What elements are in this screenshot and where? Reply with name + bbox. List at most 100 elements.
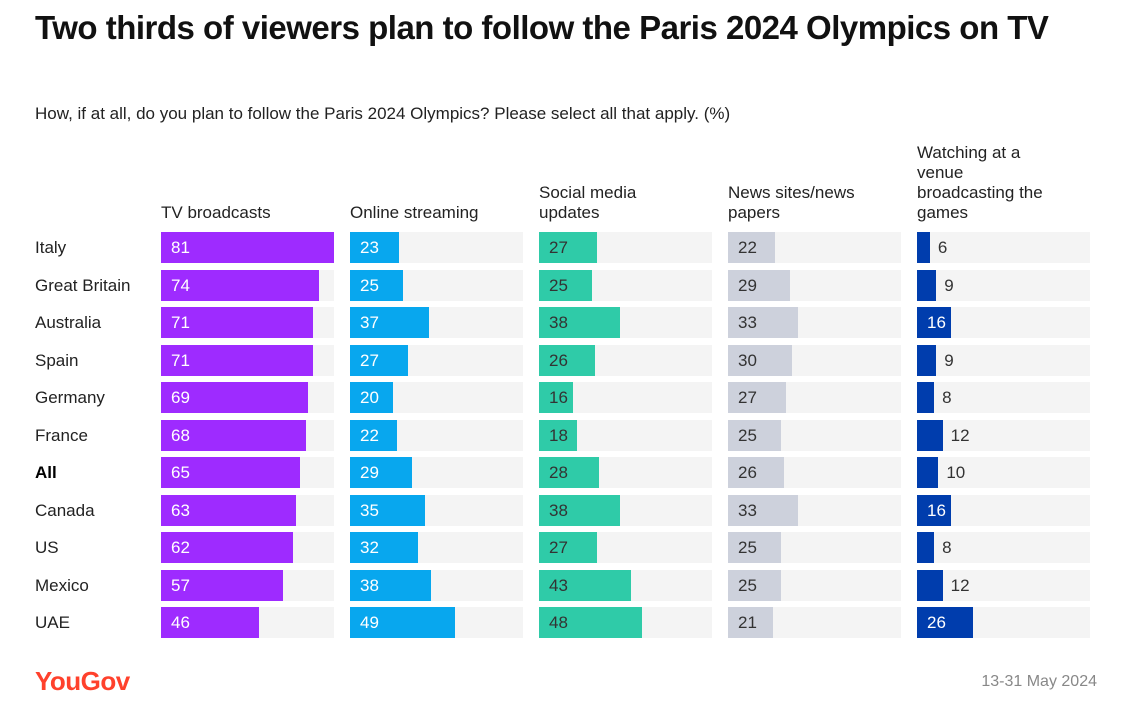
data-label: 28 bbox=[549, 463, 568, 482]
data-label: 33 bbox=[738, 500, 757, 520]
bar bbox=[917, 382, 935, 413]
data-label: 46 bbox=[171, 613, 190, 632]
yougov-logo: YouGov bbox=[35, 666, 130, 696]
data-label: 16 bbox=[927, 500, 946, 520]
row-label: France bbox=[35, 425, 88, 445]
data-label: 25 bbox=[738, 425, 757, 445]
bar-track: 38 bbox=[539, 494, 712, 526]
data-label: 26 bbox=[738, 463, 757, 482]
data-label: 74 bbox=[171, 275, 190, 295]
data-label: 27 bbox=[549, 238, 568, 257]
data-label: 32 bbox=[360, 538, 379, 557]
bar bbox=[728, 494, 799, 526]
bar-track: 46 bbox=[161, 607, 334, 638]
bar-track: 29 bbox=[350, 457, 523, 488]
bar-track: 33 bbox=[728, 307, 901, 338]
bar bbox=[917, 494, 952, 526]
row-label: Spain bbox=[35, 350, 79, 370]
bar bbox=[161, 232, 334, 263]
bar bbox=[161, 382, 309, 413]
data-label: 12 bbox=[950, 425, 970, 445]
data-label: 69 bbox=[171, 388, 190, 407]
bar-track: 25 bbox=[350, 269, 523, 301]
bar bbox=[539, 569, 631, 601]
bar bbox=[161, 532, 294, 563]
data-label: 8 bbox=[942, 388, 952, 407]
bar bbox=[728, 532, 782, 563]
bar bbox=[917, 269, 937, 301]
bar-track: 38 bbox=[539, 307, 712, 338]
bar bbox=[350, 382, 393, 413]
data-label: 8 bbox=[942, 538, 952, 557]
bar bbox=[917, 457, 939, 488]
bar bbox=[161, 494, 296, 526]
data-label: 16 bbox=[549, 388, 568, 407]
bar-track: 62 bbox=[161, 532, 334, 563]
data-label: 29 bbox=[738, 275, 757, 295]
data-label: 23 bbox=[360, 238, 379, 257]
bar bbox=[161, 307, 313, 338]
bar-track: 20 bbox=[350, 382, 523, 413]
data-label: 26 bbox=[927, 613, 946, 632]
bar-track: 21 bbox=[728, 607, 901, 638]
bar-track: 81 bbox=[161, 232, 334, 263]
bar bbox=[539, 382, 574, 413]
column-header: Online streaming bbox=[350, 145, 520, 223]
data-label: 21 bbox=[738, 613, 757, 632]
bar bbox=[350, 532, 419, 563]
data-label: 37 bbox=[360, 313, 379, 332]
row-label: Canada bbox=[35, 500, 95, 520]
bar bbox=[350, 419, 397, 451]
bar bbox=[161, 419, 307, 451]
bar-track: 63 bbox=[161, 494, 334, 526]
bar-track: 25 bbox=[728, 419, 901, 451]
bar bbox=[161, 457, 300, 488]
bar bbox=[350, 569, 432, 601]
bar bbox=[917, 569, 943, 601]
bar bbox=[728, 382, 786, 413]
data-label: 43 bbox=[549, 575, 568, 595]
data-label: 49 bbox=[360, 613, 379, 632]
bar bbox=[728, 269, 790, 301]
bar-track: 38 bbox=[350, 569, 523, 601]
bar bbox=[539, 607, 642, 638]
data-label: 9 bbox=[944, 350, 954, 370]
column-header-text: News sites/news papers bbox=[728, 183, 855, 222]
column-header: Watching at a venue broadcasting the gam… bbox=[917, 143, 1087, 223]
bar-track: 26 bbox=[917, 607, 1090, 638]
data-label: 12 bbox=[950, 575, 970, 595]
bar bbox=[917, 344, 937, 376]
data-label: 6 bbox=[937, 238, 948, 257]
bar-track: 68 bbox=[161, 419, 334, 451]
bar-track: 25 bbox=[728, 532, 901, 563]
bar-track: 25 bbox=[728, 569, 901, 601]
bar-track: 12 bbox=[917, 569, 1090, 601]
data-label: 25 bbox=[738, 538, 757, 557]
bar-track: 8 bbox=[917, 382, 1090, 413]
bar-track: 6 bbox=[917, 232, 1090, 263]
bar-track: 27 bbox=[350, 344, 523, 376]
bar-track: 26 bbox=[539, 344, 712, 376]
bar-track: 37 bbox=[350, 307, 523, 338]
column-header: Social media updates bbox=[539, 145, 709, 223]
row-label: Germany bbox=[35, 388, 105, 407]
bar-track: 18 bbox=[539, 419, 712, 451]
row-label: Italy bbox=[35, 238, 67, 257]
bar bbox=[728, 344, 793, 376]
bar bbox=[539, 494, 621, 526]
data-label: 68 bbox=[171, 425, 190, 445]
bar bbox=[161, 569, 283, 601]
bar bbox=[728, 457, 784, 488]
bar bbox=[539, 307, 621, 338]
bar-track: 43 bbox=[539, 569, 712, 601]
data-label: 26 bbox=[549, 350, 568, 370]
bar-track: 32 bbox=[350, 532, 523, 563]
chart-subtitle: How, if at all, do you plan to follow th… bbox=[35, 104, 731, 123]
data-label: 65 bbox=[171, 463, 190, 482]
bar bbox=[728, 569, 782, 601]
bar-track: 30 bbox=[728, 344, 901, 376]
data-label: 22 bbox=[738, 238, 757, 257]
bar-track: 65 bbox=[161, 457, 334, 488]
data-label: 20 bbox=[360, 388, 379, 407]
bar bbox=[539, 532, 597, 563]
